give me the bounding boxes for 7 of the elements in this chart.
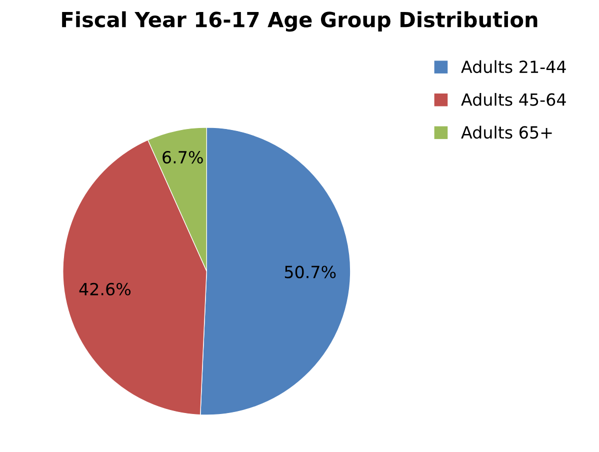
data-label: 50.7% (284, 266, 336, 278)
legend-label: Adults 21-44 (461, 60, 566, 74)
data-label: 6.7% (162, 150, 203, 164)
data-label: 42.6% (79, 282, 131, 296)
legend-label: Adults 65+ (461, 126, 552, 139)
legend-label: Adults 45-64 (461, 92, 566, 106)
chart-title: Fiscal Year 16-17 Age Group Distribution (62, 11, 538, 32)
